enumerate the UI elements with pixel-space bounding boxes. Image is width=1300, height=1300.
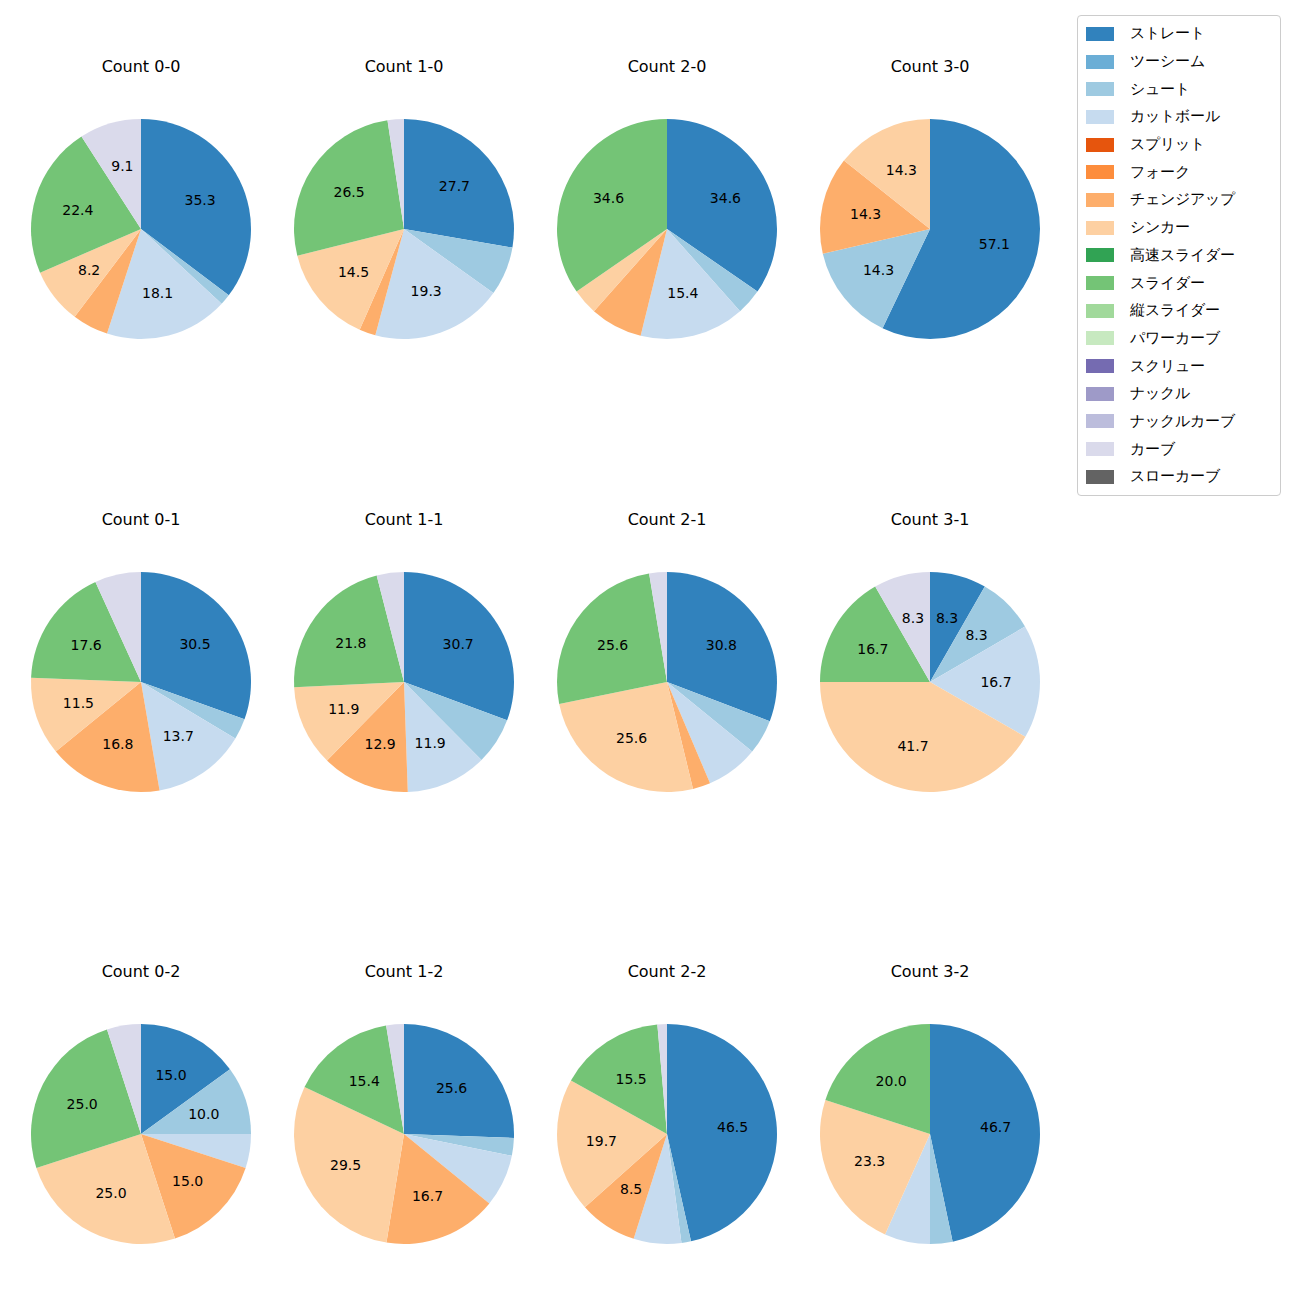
svg-text:27.7: 27.7 (439, 178, 470, 194)
svg-text:35.3: 35.3 (185, 192, 216, 208)
svg-text:8.3: 8.3 (965, 627, 987, 643)
html-text:Count 3-2: Count 3-2 (890, 962, 970, 981)
html-text:カットボール: カットボール (1130, 107, 1220, 126)
svg-text:46.5: 46.5 (717, 1119, 748, 1135)
svg-text:11.5: 11.5 (63, 695, 94, 711)
svg-text:15.0: 15.0 (155, 1067, 186, 1083)
svg-text:34.6: 34.6 (710, 190, 741, 206)
html-text:Count 0-2: Count 0-2 (101, 962, 181, 981)
svg-text:25.0: 25.0 (67, 1096, 98, 1112)
html-text:ナックル: ナックル (1130, 384, 1190, 403)
svg-text:25.6: 25.6 (436, 1080, 467, 1096)
html-text:Count 1-1: Count 1-1 (364, 510, 444, 529)
svg-text:22.4: 22.4 (62, 202, 93, 218)
html-text:Count 2-0: Count 2-0 (627, 57, 707, 76)
html-text:スライダー: スライダー (1130, 273, 1205, 292)
html-text:フォーク: フォーク (1130, 162, 1190, 181)
svg-text:41.7: 41.7 (897, 738, 928, 754)
svg-text:14.3: 14.3 (886, 162, 917, 178)
svg-text:11.9: 11.9 (415, 735, 446, 751)
svg-text:18.1: 18.1 (142, 285, 173, 301)
html-text:Count 3-1: Count 3-1 (890, 510, 970, 529)
svg-text:14.3: 14.3 (850, 206, 881, 222)
svg-text:26.5: 26.5 (333, 184, 364, 200)
svg-text:8.3: 8.3 (902, 610, 924, 626)
html-text:スプリット: スプリット (1130, 135, 1205, 154)
svg-text:13.7: 13.7 (163, 728, 194, 744)
svg-text:34.6: 34.6 (593, 190, 624, 206)
svg-text:16.7: 16.7 (980, 674, 1011, 690)
svg-text:14.5: 14.5 (338, 264, 369, 280)
svg-text:29.5: 29.5 (330, 1157, 361, 1173)
svg-text:10.0: 10.0 (188, 1106, 219, 1122)
svg-text:12.9: 12.9 (365, 736, 396, 752)
svg-text:16.7: 16.7 (412, 1188, 443, 1204)
svg-text:19.7: 19.7 (586, 1133, 617, 1149)
svg-text:25.6: 25.6 (597, 637, 628, 653)
svg-text:8.2: 8.2 (78, 262, 100, 278)
html-text:Count 2-1: Count 2-1 (627, 510, 707, 529)
svg-text:16.8: 16.8 (102, 736, 133, 752)
svg-text:30.7: 30.7 (443, 636, 474, 652)
html-text:Count 0-1: Count 0-1 (101, 510, 181, 529)
svg-text:57.1: 57.1 (979, 236, 1010, 252)
html-text:高速スライダー: 高速スライダー (1130, 245, 1235, 264)
html-text:チェンジアップ: チェンジアップ (1130, 190, 1235, 209)
html-text:縦スライダー: 縦スライダー (1130, 301, 1220, 320)
html-text:Count 1-0: Count 1-0 (364, 57, 444, 76)
html-text:スクリュー: スクリュー (1130, 356, 1205, 375)
svg-text:25.0: 25.0 (95, 1185, 126, 1201)
svg-text:30.8: 30.8 (706, 637, 737, 653)
svg-text:15.5: 15.5 (616, 1071, 647, 1087)
svg-text:30.5: 30.5 (179, 636, 210, 652)
svg-text:14.3: 14.3 (863, 262, 894, 278)
html-text:カーブ: カーブ (1130, 439, 1175, 458)
svg-text:11.9: 11.9 (328, 701, 359, 717)
html-text:ストレート: ストレート (1130, 24, 1205, 43)
html-text:Count 3-0: Count 3-0 (890, 57, 970, 76)
svg-text:8.3: 8.3 (936, 610, 958, 626)
svg-text:25.6: 25.6 (616, 730, 647, 746)
svg-text:20.0: 20.0 (876, 1073, 907, 1089)
svg-text:15.4: 15.4 (667, 285, 698, 301)
svg-text:15.4: 15.4 (349, 1073, 380, 1089)
html-text:Count 0-0: Count 0-0 (101, 57, 181, 76)
svg-text:46.7: 46.7 (980, 1119, 1011, 1135)
html-text:Count 2-2: Count 2-2 (627, 962, 707, 981)
html-text:ナックルカーブ: ナックルカーブ (1130, 412, 1235, 430)
html-text:Count 1-2: Count 1-2 (364, 962, 444, 981)
html-text:シュート: シュート (1130, 79, 1190, 98)
svg-text:23.3: 23.3 (854, 1153, 885, 1169)
svg-text:19.3: 19.3 (411, 283, 442, 299)
svg-text:8.5: 8.5 (620, 1181, 642, 1197)
html-text:スローカーブ: スローカーブ (1130, 467, 1220, 486)
html-text:ツーシーム: ツーシーム (1130, 52, 1205, 70)
html-text:シンカー: シンカー (1130, 218, 1190, 237)
svg-text:15.0: 15.0 (172, 1173, 203, 1189)
html-text:パワーカーブ: パワーカーブ (1130, 328, 1220, 347)
svg-text:21.8: 21.8 (335, 635, 366, 651)
svg-text:17.6: 17.6 (71, 637, 102, 653)
svg-text:9.1: 9.1 (111, 158, 133, 174)
svg-text:16.7: 16.7 (857, 641, 888, 657)
